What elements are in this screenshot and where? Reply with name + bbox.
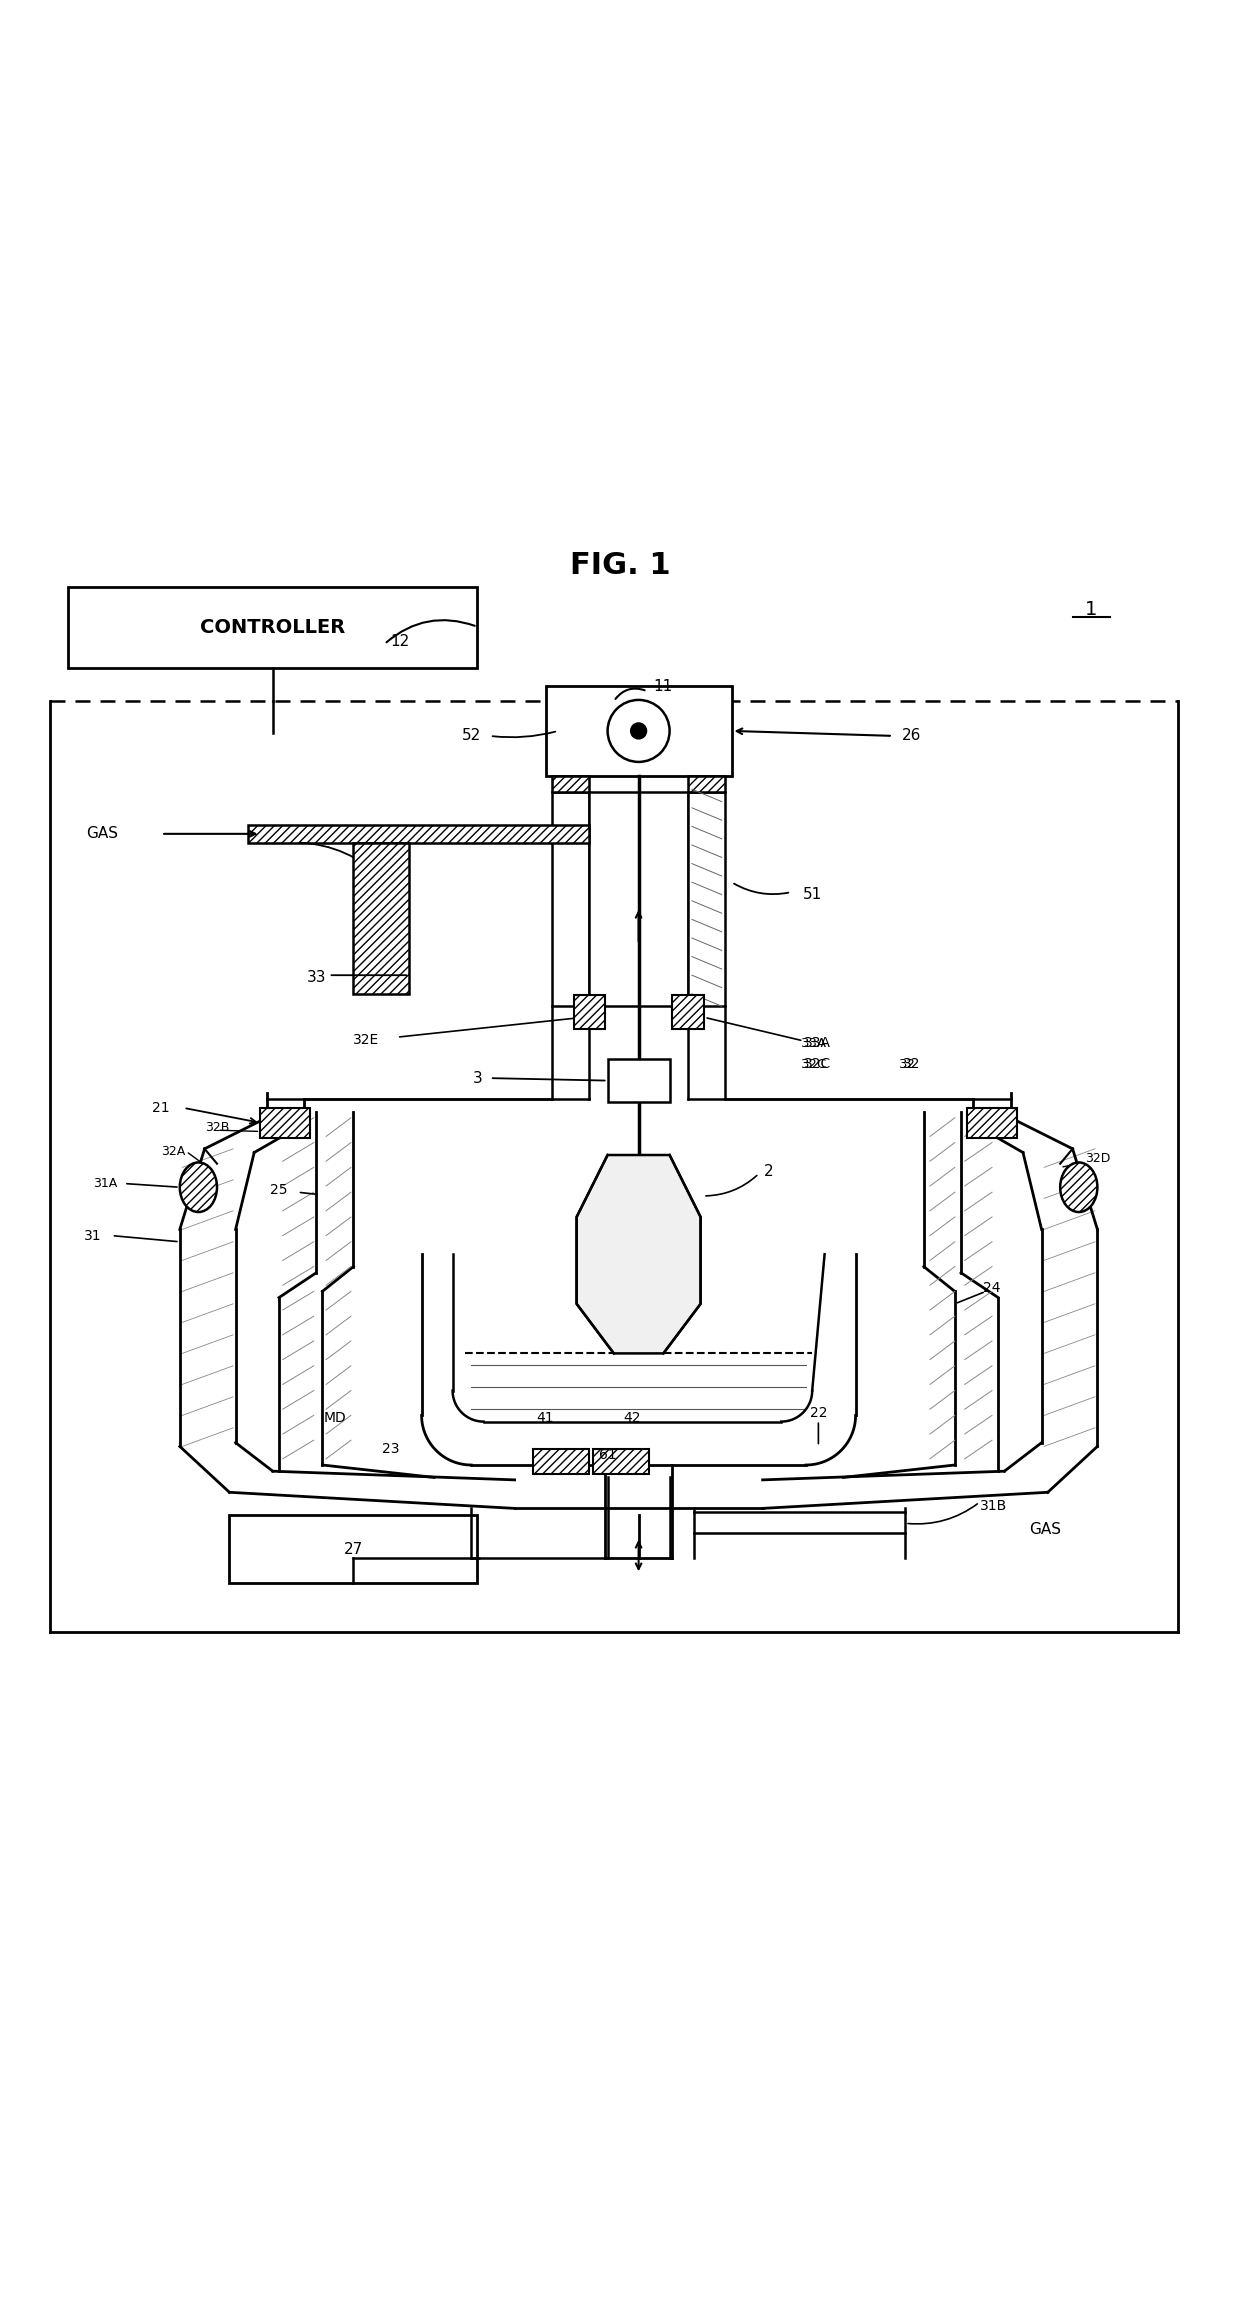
Text: 61: 61: [599, 1448, 616, 1462]
Text: 33A: 33A: [804, 1037, 831, 1051]
Text: 41: 41: [537, 1411, 554, 1425]
Polygon shape: [577, 1155, 701, 1354]
Text: GAS: GAS: [86, 827, 118, 841]
Text: 32A: 32A: [161, 1146, 186, 1157]
Text: CONTROLLER: CONTROLLER: [200, 617, 346, 638]
Text: 32: 32: [903, 1058, 920, 1072]
Text: 31B: 31B: [980, 1499, 1007, 1513]
Bar: [260, 1109, 310, 1137]
Text: 51: 51: [802, 887, 822, 903]
Bar: [593, 1448, 649, 1474]
Bar: [353, 843, 409, 993]
Bar: [967, 1109, 1017, 1137]
Text: 22: 22: [810, 1407, 827, 1421]
Text: 1: 1: [1085, 601, 1097, 619]
Circle shape: [630, 723, 647, 739]
Text: 3: 3: [472, 1070, 482, 1086]
Bar: [353, 843, 409, 993]
Bar: [589, 792, 688, 1007]
Text: 21: 21: [153, 1102, 170, 1116]
Bar: [552, 776, 589, 792]
Bar: [688, 792, 725, 1007]
Text: 31: 31: [84, 1229, 102, 1243]
Text: 42: 42: [624, 1411, 641, 1425]
Bar: [552, 792, 589, 1007]
Bar: [260, 1109, 310, 1137]
Text: 32C: 32C: [801, 1058, 827, 1072]
Text: 23: 23: [382, 1441, 399, 1455]
Text: 32D: 32D: [1085, 1153, 1110, 1164]
Text: 12: 12: [391, 635, 410, 649]
Ellipse shape: [180, 1162, 217, 1213]
Bar: [672, 996, 704, 1028]
Text: 2: 2: [764, 1164, 774, 1178]
Bar: [608, 1058, 670, 1102]
Ellipse shape: [1060, 1162, 1097, 1213]
Bar: [248, 825, 589, 843]
Bar: [229, 1515, 477, 1582]
Text: 32B: 32B: [205, 1120, 229, 1134]
Text: 24: 24: [983, 1280, 1001, 1294]
Text: 27: 27: [343, 1541, 363, 1557]
Bar: [552, 776, 589, 792]
Text: 31A: 31A: [93, 1178, 118, 1190]
Bar: [574, 996, 605, 1028]
Text: 33A: 33A: [801, 1037, 827, 1051]
Text: 25: 25: [270, 1183, 288, 1197]
Bar: [688, 776, 725, 792]
Bar: [533, 1448, 589, 1474]
Bar: [546, 686, 732, 776]
Bar: [967, 1109, 1017, 1137]
Text: FIG. 1: FIG. 1: [569, 552, 671, 580]
Text: 26: 26: [901, 728, 921, 744]
Text: GAS: GAS: [1029, 1522, 1061, 1536]
Bar: [68, 587, 477, 668]
Text: 52: 52: [461, 728, 481, 744]
Bar: [574, 996, 605, 1028]
Text: 32C: 32C: [804, 1058, 831, 1072]
Bar: [248, 825, 589, 843]
Bar: [533, 1448, 589, 1474]
Text: MD: MD: [324, 1411, 346, 1425]
Bar: [593, 1448, 649, 1474]
Text: 33B: 33B: [357, 878, 387, 892]
Text: 32E: 32E: [352, 1033, 379, 1046]
Bar: [672, 996, 704, 1028]
Text: 33: 33: [306, 970, 326, 984]
Text: 32: 32: [899, 1058, 916, 1072]
Text: 11: 11: [653, 679, 673, 693]
Bar: [688, 776, 725, 792]
